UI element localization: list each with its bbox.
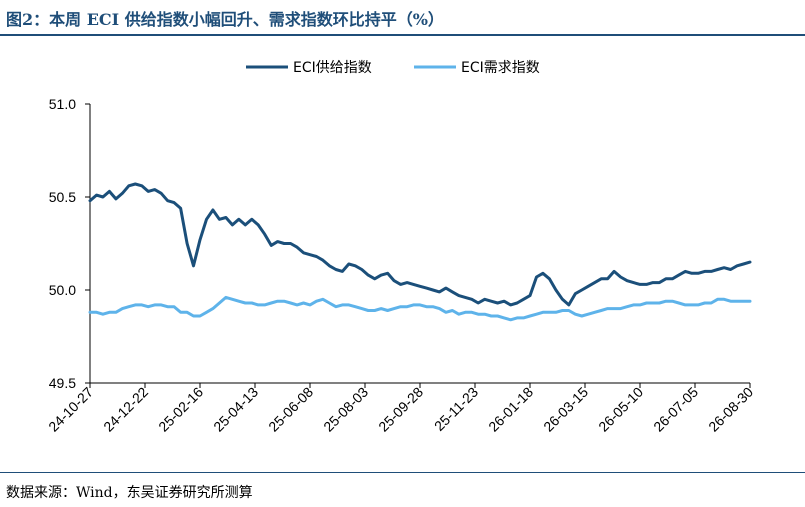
x-tick-label: 25-04-13: [210, 384, 261, 435]
x-tick-label: 25-11-23: [431, 384, 481, 434]
x-tick-label: 25-02-16: [155, 384, 206, 435]
line-chart: ECI供给指数 ECI需求指数 51.0 50.5 50.0 49.5 24-10-27…: [45, 60, 756, 435]
series-line-demand: [88, 295, 752, 322]
x-tick-label: 25-08-03: [320, 384, 371, 435]
x-tick-label: 25-06-08: [265, 384, 316, 435]
y-tick-label: 51.0: [49, 96, 76, 112]
x-tick-label: 26-07-05: [650, 384, 701, 435]
legend-label-supply: ECI供给指数: [293, 60, 372, 76]
x-axis: 24-10-27 24-12-22 25-02-16 25-04-13 25-06-08…: [45, 382, 756, 435]
x-tick-label: 26-01-18: [485, 384, 536, 435]
y-axis: 51.0 50.5 50.0 49.5: [49, 96, 91, 391]
x-tick-label: 24-10-27: [45, 384, 96, 435]
legend-label-demand: ECI需求指数: [461, 60, 540, 76]
title-rule: [0, 34, 805, 36]
y-tick-label: 50.5: [49, 189, 76, 205]
series-line-supply: [88, 182, 752, 307]
x-tick-label: 26-05-10: [595, 384, 646, 435]
bottom-rule: [0, 472, 805, 473]
x-tick-label: 25-09-28: [375, 384, 426, 435]
x-tick-label: 26-08-30: [705, 384, 756, 435]
x-tick-label: 26-03-15: [540, 384, 591, 435]
y-tick-label: 50.0: [49, 282, 76, 298]
figure-title: 图2：本周 ECI 供给指数小幅回升、需求指数环比持平（%）: [6, 10, 444, 29]
x-tick-label: 24-12-22: [100, 384, 151, 435]
legend: ECI供给指数 ECI需求指数: [246, 60, 540, 76]
y-tick-label: 49.5: [49, 375, 76, 391]
series-layer: [88, 182, 752, 322]
data-source-note: 数据来源：Wind，东吴证券研究所测算: [6, 485, 253, 501]
